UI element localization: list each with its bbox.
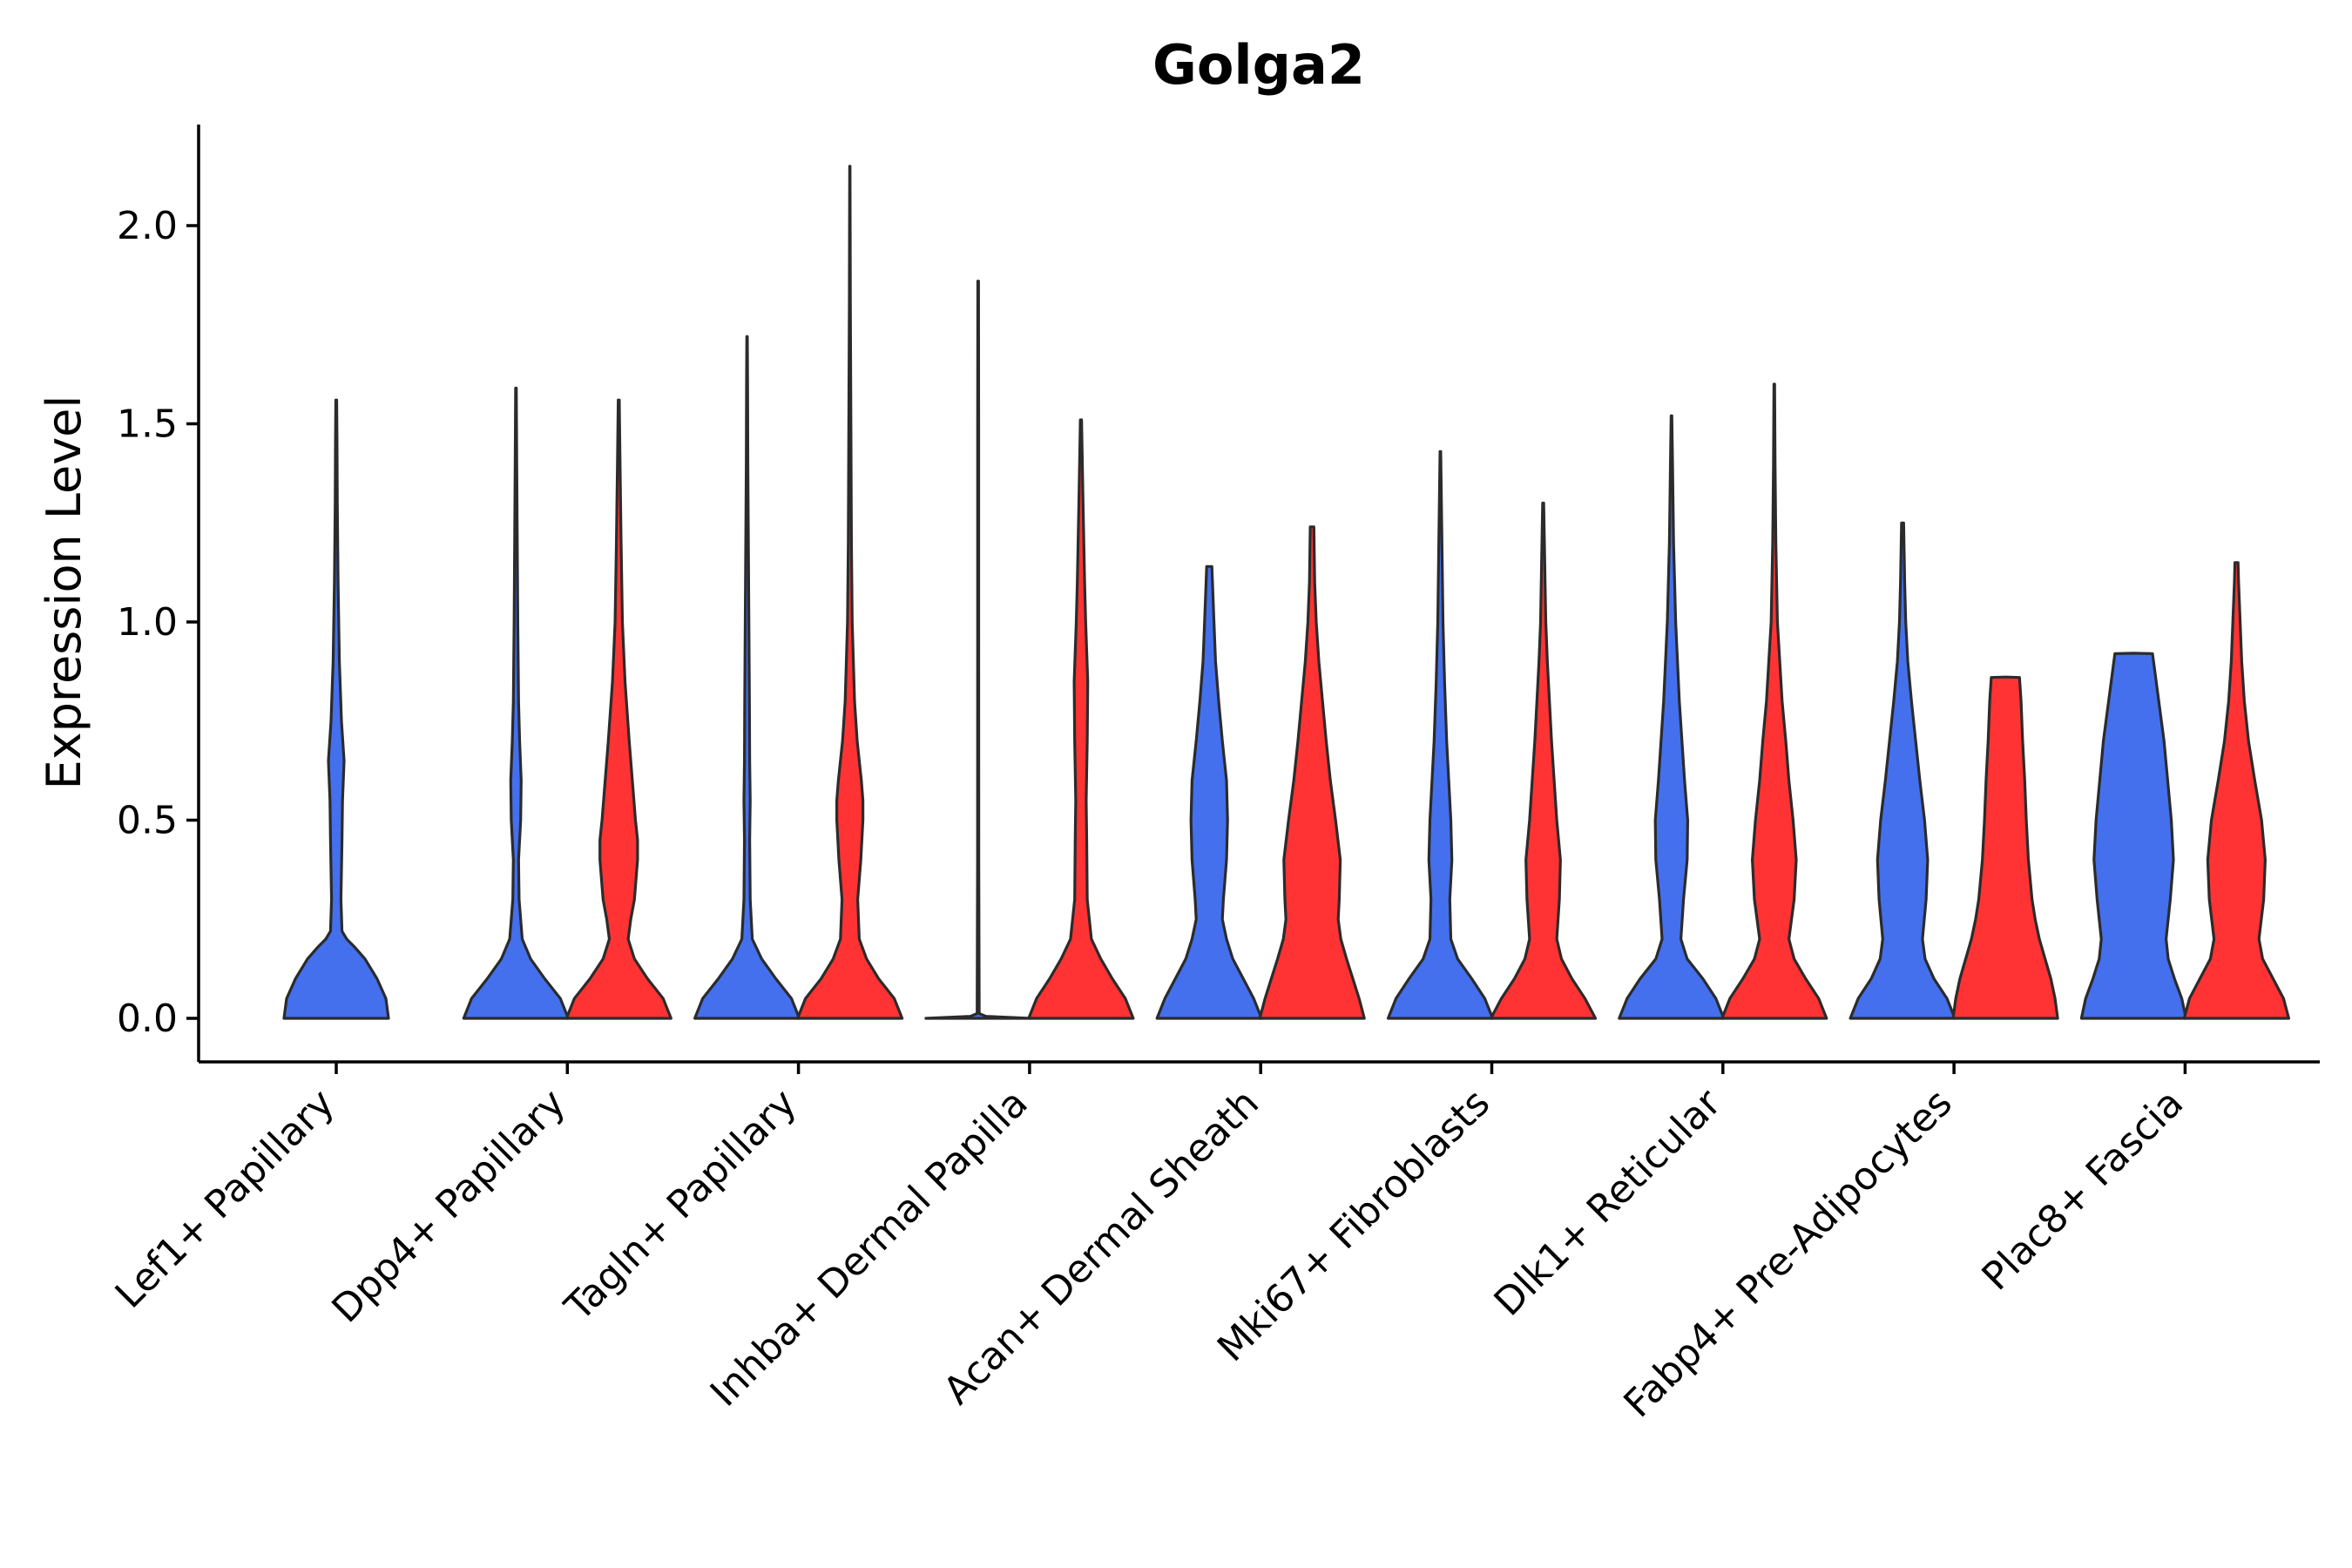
y-tick-label: 1.5 [117, 402, 178, 447]
y-tick-label: 1.0 [117, 600, 178, 645]
y-axis-ticks: 0.0 0.5 1.0 1.5 2.0 [117, 204, 199, 1041]
y-tick-label: 0.0 [117, 997, 178, 1041]
violin-group_b-8 [2182, 561, 2290, 1020]
violin-group_b-4 [1258, 525, 1366, 1020]
violin-group_a-6 [1618, 414, 1726, 1020]
x-tick-label: Lef1+ Papillary [107, 1081, 343, 1317]
chart-title: Golga2 [1152, 33, 1365, 97]
violin-group_a-2 [693, 335, 801, 1020]
x-tick-label: Tagln+ Papillary [556, 1081, 805, 1330]
y-axis-label: Expression Level [37, 395, 91, 790]
violin-group_b-2 [796, 165, 904, 1020]
violin-group_a-3 [924, 280, 1032, 1020]
y-tick-label: 0.5 [117, 799, 178, 843]
violin-group_b-5 [1489, 501, 1598, 1020]
violin-group_b-6 [1720, 382, 1828, 1020]
x-tick-label: Dpp4+ Papillary [323, 1081, 574, 1332]
violin-group_b-3 [1027, 418, 1135, 1020]
violin-group_b-7 [1951, 675, 2059, 1020]
x-tick-label: Plac8+ Fascia [1974, 1081, 2193, 1300]
violin-group_a-4 [1155, 564, 1263, 1020]
violin-group_a-0 [282, 398, 390, 1020]
violin-group_a-1 [462, 386, 570, 1020]
violin-group_a-8 [2079, 652, 2187, 1020]
violin-group [282, 165, 2290, 1020]
violin-group_a-5 [1386, 449, 1495, 1020]
y-tick-label: 2.0 [117, 204, 178, 248]
x-tick-label: Dlk1+ Reticular [1486, 1080, 1731, 1325]
violin-group_b-1 [564, 398, 672, 1020]
violin-group_a-7 [1848, 521, 1957, 1020]
